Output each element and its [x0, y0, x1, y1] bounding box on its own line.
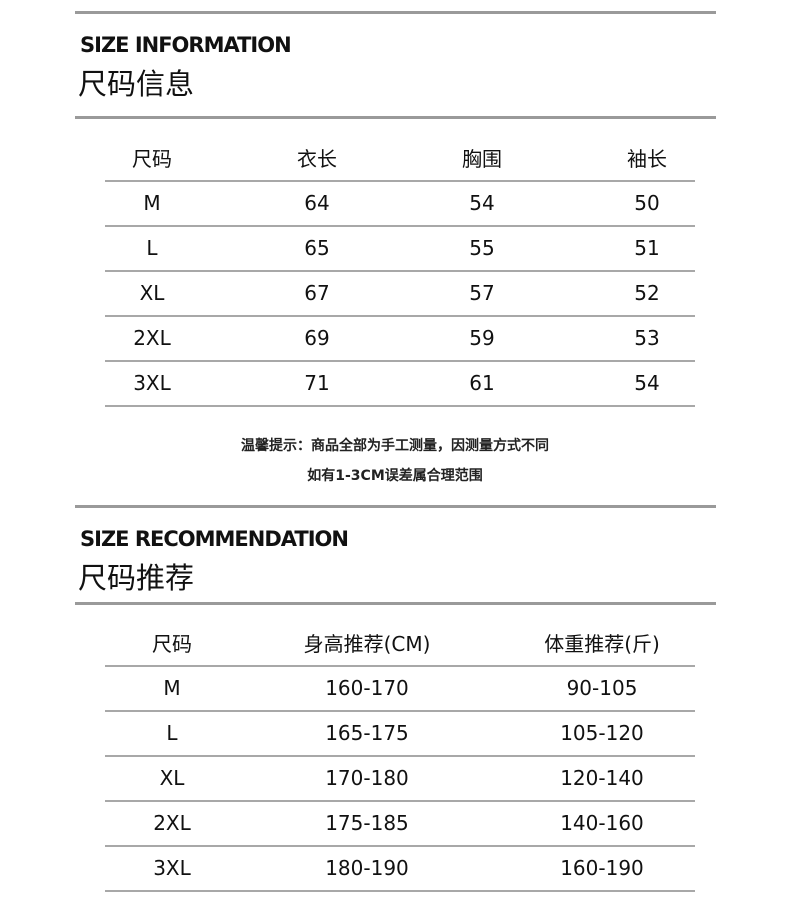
- section-title-zh: 尺码推荐: [78, 561, 195, 595]
- table-cell: 2XL: [153, 811, 191, 835]
- table-row: L 165-175 105-120: [105, 712, 695, 757]
- table-header-row: 尺码 衣长 胸围 袖长: [105, 138, 695, 182]
- table-cell: 160-170: [325, 676, 409, 700]
- size-recommendation-table: 尺码 身高推荐(CM) 体重推荐(斤) M 160-170 90-105 L 165-175 1…: [105, 623, 695, 892]
- table-cell: 3XL: [153, 856, 191, 880]
- column-header: 身高推荐(CM): [303, 632, 431, 656]
- table-cell: 160-190: [560, 856, 644, 880]
- table-cell: 175-185: [325, 811, 409, 835]
- column-header: 衣长: [297, 147, 337, 171]
- table-cell: 59: [469, 326, 495, 350]
- table-cell: 57: [469, 281, 495, 305]
- table-cell: 64: [304, 191, 330, 215]
- table-cell: 165-175: [325, 721, 409, 745]
- table-cell: 140-160: [560, 811, 644, 835]
- table-cell: 61: [469, 371, 495, 395]
- table-row: 3XL 71 61 54: [105, 362, 695, 407]
- table-cell: 67: [304, 281, 330, 305]
- table-cell: 3XL: [133, 371, 171, 395]
- table-row: 2XL 69 59 53: [105, 317, 695, 362]
- table-row: M 64 54 50: [105, 182, 695, 227]
- table-cell: 120-140: [560, 766, 644, 790]
- table-cell: 53: [634, 326, 660, 350]
- table-row: XL 170-180 120-140: [105, 757, 695, 802]
- table-cell: 90-105: [566, 676, 638, 700]
- table-row: XL 67 57 52: [105, 272, 695, 317]
- divider: [75, 505, 716, 508]
- divider: [75, 11, 716, 14]
- table-cell: 51: [634, 236, 660, 260]
- table-cell: 65: [304, 236, 330, 260]
- table-cell: 180-190: [325, 856, 409, 880]
- column-header: 尺码: [132, 147, 172, 171]
- table-cell: 105-120: [560, 721, 644, 745]
- table-cell: XL: [139, 281, 165, 305]
- table-cell: 170-180: [325, 766, 409, 790]
- table-header-row: 尺码 身高推荐(CM) 体重推荐(斤): [105, 623, 695, 667]
- size-information-table: 尺码 衣长 胸围 袖长 M 64 54 50 L 65 55 51 XL 67 57 52 2XL 69 59 53 3…: [105, 138, 695, 407]
- table-cell: M: [143, 191, 161, 215]
- table-row: 2XL 175-185 140-160: [105, 802, 695, 847]
- note-line-2: 如有1-3CM误差属合理范围: [307, 468, 483, 484]
- section-title-zh: 尺码信息: [78, 67, 195, 101]
- column-header: 袖长: [627, 147, 667, 171]
- table-cell: XL: [159, 766, 185, 790]
- table-cell: 71: [304, 371, 330, 395]
- column-header: 体重推荐(斤): [544, 632, 660, 656]
- divider: [75, 116, 716, 119]
- table-cell: 50: [634, 191, 660, 215]
- section-title-en: SIZE INFORMATION: [80, 33, 292, 57]
- divider: [75, 602, 716, 605]
- column-header: 胸围: [462, 147, 502, 171]
- table-row: L 65 55 51: [105, 227, 695, 272]
- table-cell: 52: [634, 281, 660, 305]
- table-row: M 160-170 90-105: [105, 667, 695, 712]
- table-cell: L: [166, 721, 178, 745]
- column-header: 尺码: [152, 632, 192, 656]
- table-cell: 2XL: [133, 326, 171, 350]
- table-row: 3XL 180-190 160-190: [105, 847, 695, 892]
- section-title-en: SIZE RECOMMENDATION: [80, 527, 349, 551]
- table-cell: 69: [304, 326, 330, 350]
- table-cell: 55: [469, 236, 495, 260]
- table-cell: L: [146, 236, 158, 260]
- table-cell: M: [163, 676, 181, 700]
- table-cell: 54: [469, 191, 495, 215]
- note-line-1: 温馨提示：商品全部为手工测量，因测量方式不同: [241, 438, 549, 454]
- table-cell: 54: [634, 371, 660, 395]
